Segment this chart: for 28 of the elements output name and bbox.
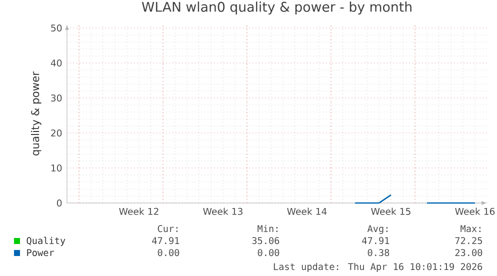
x-tick-label: Week 14: [287, 208, 327, 215]
text: Avg:: [367, 225, 388, 234]
y-tick-label: 0: [56, 199, 62, 207]
text: Max:: [460, 225, 480, 232]
chart-title: WLAN wlan0 quality & power - by month: [142, 2, 412, 14]
text: 0.38: [368, 249, 390, 256]
text: 47.91: [152, 237, 180, 244]
y-tick-label: 10: [51, 164, 62, 172]
x-tick-label: Week 16: [455, 208, 495, 215]
legend-label: Power: [27, 249, 54, 256]
text: 0.00: [258, 249, 280, 256]
y-tick-label: 40: [50, 59, 62, 67]
legend-label: Quality: [26, 236, 66, 246]
text: 0.00: [158, 249, 180, 256]
y-axis-title: quality & power: [30, 71, 42, 156]
x-tick-label: Week 12: [119, 208, 158, 215]
text: 72.25: [455, 237, 482, 244]
y-tick-label: 20: [51, 129, 62, 137]
x-tick-label: Week 15: [371, 208, 410, 215]
x-tick-label: Week 13: [203, 208, 242, 215]
text: 47.91: [362, 237, 390, 244]
y-tick-label: 50: [51, 24, 62, 32]
text: Cur:: [158, 225, 178, 232]
text: Last update: Thu Apr 16 10:01:19 2026: [274, 262, 482, 272]
text: 35.06: [252, 237, 280, 244]
text: Min:: [258, 224, 278, 232]
text: 23.00: [455, 249, 482, 256]
y-tick-label: 30: [51, 94, 62, 102]
